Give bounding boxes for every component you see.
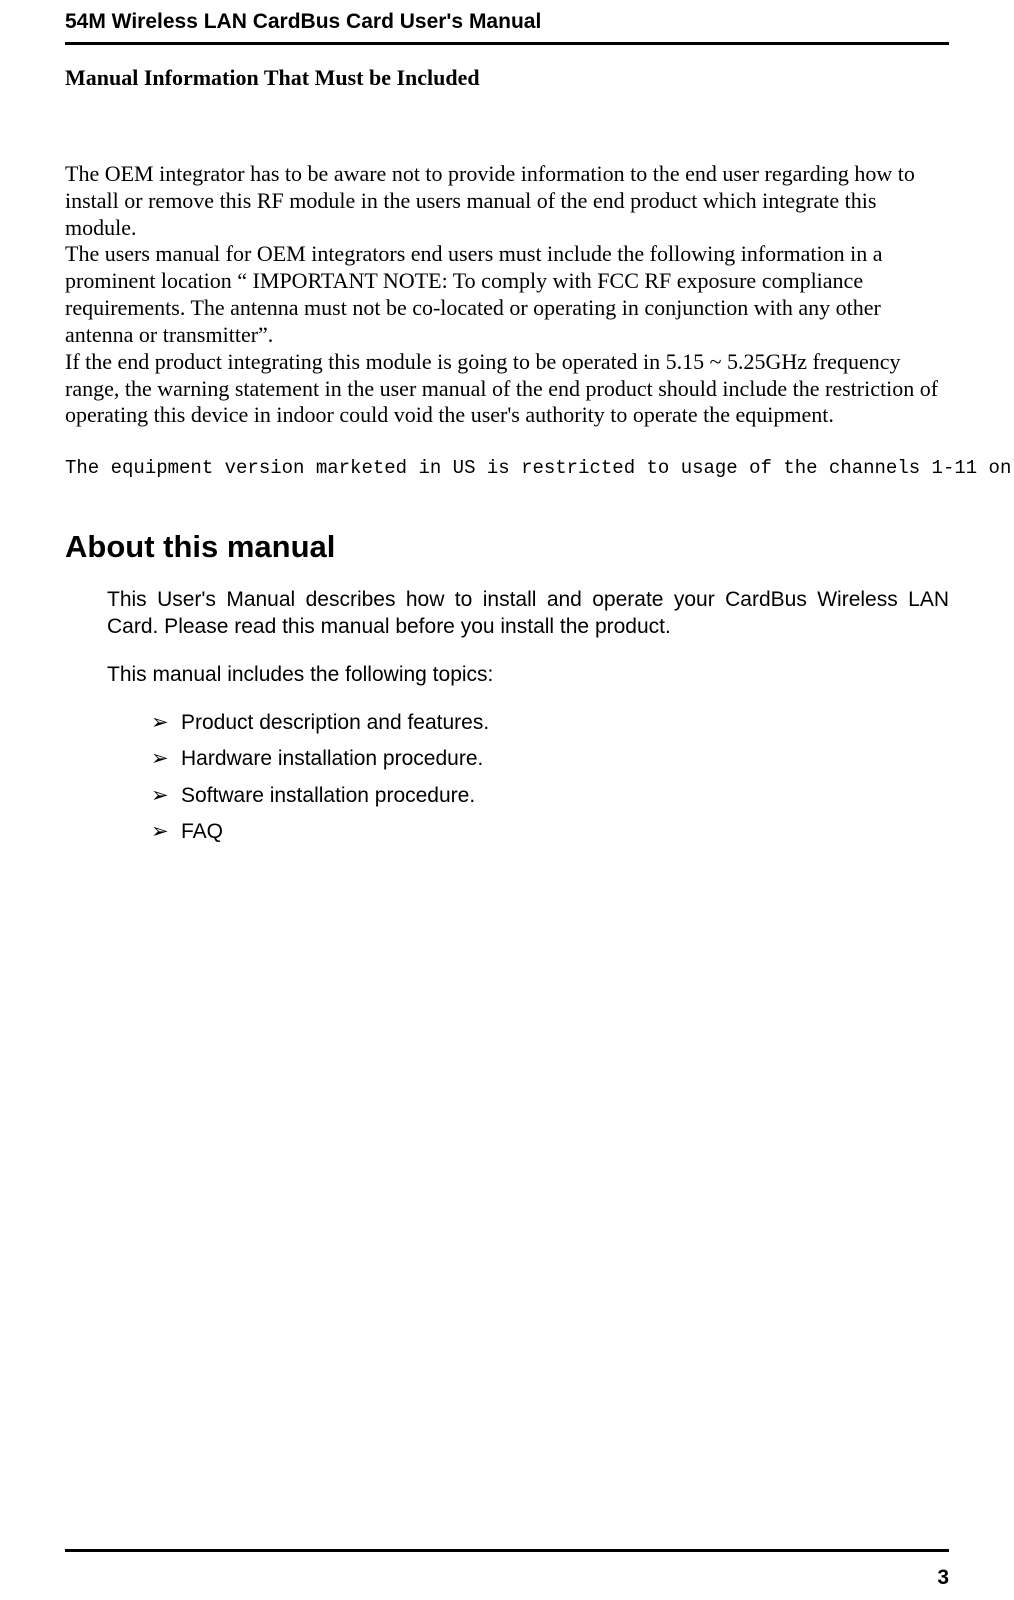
manual-info-body: The OEM integrator has to be aware not t… [65,161,949,429]
about-p2: This manual includes the following topic… [107,662,949,688]
header-title: 54M Wireless LAN CardBus Card User's Man… [65,0,949,42]
bullet-list: ➢ Product description and features. ➢ Ha… [151,710,949,845]
page: 54M Wireless LAN CardBus Card User's Man… [0,0,1014,1600]
list-item: ➢ Hardware installation procedure. [151,746,949,772]
manual-info-heading: Manual Information That Must be Included [65,65,949,91]
bullet-text: Hardware installation procedure. [181,746,483,772]
bullet-text: Product description and features. [181,710,489,736]
about-title: About this manual [65,529,949,565]
list-item: ➢ FAQ [151,819,949,845]
page-number: 3 [65,1566,949,1590]
list-item: ➢ Product description and features. [151,710,949,736]
footer-rule [65,1549,949,1552]
header-rule [65,42,949,45]
bullet-text: FAQ [181,819,223,845]
channel-note: The equipment version marketed in US is … [65,457,949,479]
chevron-right-icon: ➢ [151,746,169,772]
chevron-right-icon: ➢ [151,710,169,736]
about-p1: This User's Manual describes how to inst… [107,587,949,640]
chevron-right-icon: ➢ [151,783,169,809]
footer: 3 [65,1549,949,1590]
about-body: This User's Manual describes how to inst… [107,587,949,845]
list-item: ➢ Software installation procedure. [151,783,949,809]
chevron-right-icon: ➢ [151,819,169,845]
bullet-text: Software installation procedure. [181,783,475,809]
